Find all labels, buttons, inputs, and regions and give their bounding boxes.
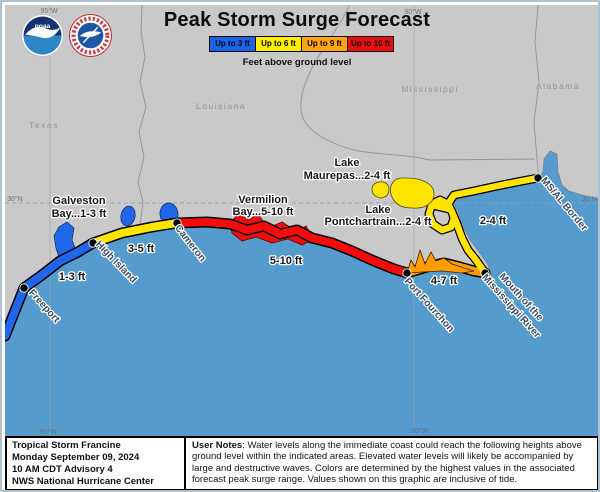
lake-pontchartrain-label-line2: Pontchartrain...2-4 ft bbox=[325, 216, 432, 228]
vermilion-bay-label-line2: Bay...5-10 ft bbox=[233, 206, 294, 218]
storm-info-panel: Tropical Storm Francine Monday September… bbox=[5, 436, 186, 490]
lake-pontchartrain-surge-area bbox=[389, 177, 435, 209]
mouth-mississippi-endpoint-dot bbox=[480, 268, 490, 278]
surge-label-2-4ft: 2-4 ft bbox=[480, 215, 507, 227]
state-label-texas: Texas bbox=[29, 120, 59, 130]
state-label-alabama: Alabama bbox=[536, 81, 580, 91]
page-title: Peak Storm Surge Forecast bbox=[163, 9, 431, 31]
surge-band-2-4ft bbox=[425, 174, 542, 277]
vermilion-bay-label-line1: Vermilion bbox=[238, 194, 288, 206]
freeport-endpoint-dot bbox=[19, 283, 29, 293]
legend-up-to-10ft: Up to 10 ft bbox=[347, 36, 394, 52]
surge-band-1-3ft bbox=[5, 239, 97, 340]
lon-label-bottom-right: 90°W bbox=[411, 427, 429, 435]
storm-advisory: 10 AM CDT Advisory 4 bbox=[12, 464, 113, 475]
galveston-bay-label-line1: Galveston bbox=[52, 195, 105, 207]
state-label-louisiana: Louisiana bbox=[196, 101, 246, 111]
lon-label-top-right: 90°W bbox=[404, 8, 422, 16]
noaa-logo-icon: noaa bbox=[21, 14, 64, 57]
surge-band-5-10ft bbox=[173, 218, 411, 277]
svg-text:noaa: noaa bbox=[35, 23, 51, 30]
user-notes-label: User Notes bbox=[192, 440, 243, 451]
surge-map: 95°W 90°W 95°W 90°W 30°N 30°N Texas Loui… bbox=[5, 5, 598, 436]
high-island-endpoint-dot bbox=[88, 238, 98, 248]
map-canvas: 95°W 90°W 95°W 90°W 30°N 30°N Texas Loui… bbox=[5, 5, 598, 436]
cameron-endpoint-dot bbox=[172, 218, 182, 228]
user-notes-text: : Water levels along the immediate coast… bbox=[192, 440, 582, 485]
legend-up-to-9ft: Up to 9 ft bbox=[301, 36, 348, 52]
agency-logos: noaa bbox=[21, 14, 112, 57]
lake-pontchartrain-label-line1: Lake bbox=[365, 204, 390, 216]
legend-up-to-3ft: Up to 3 ft bbox=[209, 36, 256, 52]
surge-legend: Up to 3 ft Up to 6 ft Up to 9 ft Up to 1… bbox=[209, 36, 394, 52]
legend-up-to-6ft: Up to 6 ft bbox=[255, 36, 302, 52]
surge-band-3-5ft bbox=[89, 219, 181, 247]
surge-label-1-3ft: 1-3 ft bbox=[59, 271, 86, 283]
lake-maurepas-surge-area bbox=[371, 181, 390, 199]
storm-name: Tropical Storm Francine bbox=[12, 440, 121, 451]
legend-subtitle: Feet above ground level bbox=[242, 57, 352, 68]
sabine-lake-water bbox=[120, 205, 136, 227]
lon-label-bottom-left: 95°W bbox=[39, 428, 57, 436]
texas-louisiana-border bbox=[137, 5, 147, 227]
state-label-mississippi: Mississippi bbox=[401, 84, 459, 94]
storm-agency: NWS National Hurricane Center bbox=[12, 476, 154, 487]
storm-date: Monday September 09, 2024 bbox=[12, 452, 140, 463]
port-fourchon-endpoint-dot bbox=[402, 268, 412, 278]
footer: Tropical Storm Francine Monday September… bbox=[5, 436, 598, 490]
surge-label-3-5ft: 3-5 ft bbox=[128, 243, 155, 255]
mississippi-alabama-border bbox=[533, 5, 540, 179]
surge-area-4-7ft-marsh bbox=[406, 248, 475, 274]
ms-al-border-endpoint-dot bbox=[533, 173, 543, 183]
galveston-bay-label-line2: Bay...1-3 ft bbox=[52, 208, 107, 220]
lat-label-right: 30°N bbox=[581, 195, 597, 203]
nws-logo-icon bbox=[69, 14, 112, 57]
lon-label-top-left: 95°W bbox=[40, 7, 58, 15]
surge-label-5-10ft: 5-10 ft bbox=[270, 255, 303, 267]
surge-label-4-7ft: 4-7 ft bbox=[431, 275, 458, 287]
lake-maurepas-label-line1: Lake bbox=[334, 157, 359, 169]
user-notes-panel: User Notes: Water levels along the immed… bbox=[186, 436, 598, 490]
lake-maurepas-label-line2: Maurepas...2-4 ft bbox=[304, 170, 391, 182]
lat-label-left: 30°N bbox=[7, 195, 23, 203]
